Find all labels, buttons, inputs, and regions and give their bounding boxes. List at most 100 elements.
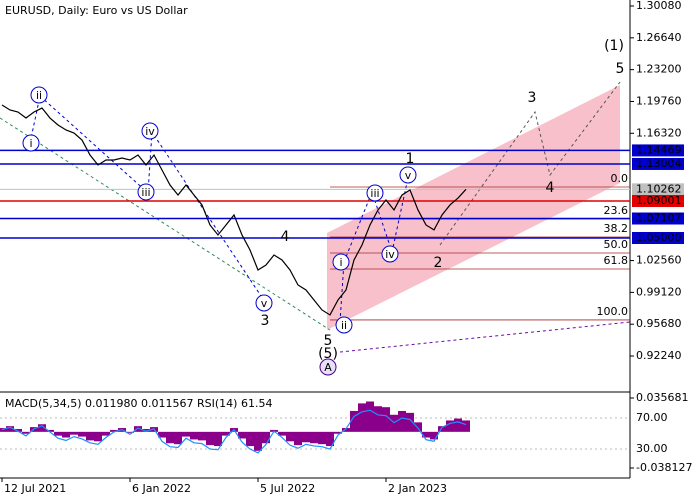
- histogram-bar: [406, 412, 414, 432]
- y-tick-label: 1.16320: [636, 126, 682, 139]
- wave-label: v: [405, 169, 412, 182]
- histogram-bar: [182, 431, 190, 437]
- histogram-bar: [398, 410, 406, 432]
- histogram-bar: [166, 431, 174, 444]
- histogram-bar: [142, 428, 150, 432]
- wave-label: 3: [261, 313, 270, 329]
- histogram-bar: [70, 431, 78, 435]
- wave-marker: [366, 184, 384, 202]
- x-tick-label: 2 Jan 2023: [388, 482, 447, 495]
- histogram-bar: [246, 431, 254, 447]
- wave-label: 2: [434, 255, 443, 271]
- wave-label: 5: [324, 333, 333, 349]
- y-tick-label: 0.035681: [636, 391, 689, 404]
- histogram-bar: [262, 431, 270, 444]
- wave-label: i: [29, 137, 32, 150]
- level-label: 1.07107: [636, 212, 682, 225]
- histogram-bar: [198, 431, 206, 441]
- histogram-bar: [374, 406, 382, 432]
- histogram-bar: [38, 424, 46, 432]
- histogram-bar: [6, 426, 14, 432]
- y-tick-label: 1.30080: [636, 0, 682, 12]
- histogram-bar: [278, 431, 286, 436]
- histogram-bar: [422, 431, 430, 438]
- histogram-bar: [350, 410, 358, 432]
- histogram-bar: [206, 431, 214, 446]
- histogram-bar: [302, 431, 310, 443]
- histogram-bar: [102, 431, 110, 436]
- histogram-bar: [254, 431, 262, 451]
- wave-marker: [332, 253, 350, 271]
- wave-marker: [255, 294, 273, 312]
- histogram-bar: [446, 420, 454, 432]
- histogram-bar: [358, 403, 366, 432]
- wave-label: i: [339, 256, 342, 269]
- wave-line: [339, 321, 631, 353]
- histogram-bar: [342, 428, 350, 432]
- level-tag: [632, 183, 684, 196]
- wave-marker: [30, 86, 48, 104]
- wave-label: A: [324, 361, 332, 374]
- y-tick-label: 0.95680: [636, 317, 682, 330]
- y2-tick-label: 70.00: [636, 411, 668, 424]
- histogram-bar: [46, 429, 54, 432]
- wave-marker: [399, 166, 417, 184]
- x-tick-label: 5 Jul 2022: [260, 482, 315, 495]
- y-tick-label: 0.99120: [636, 285, 682, 298]
- histogram-bar: [78, 431, 86, 437]
- level-tag: [632, 231, 684, 244]
- price-line: [1, 104, 467, 316]
- histogram-bar: [134, 426, 142, 432]
- y-tick-label: -0.038127: [636, 461, 692, 474]
- histogram-bar: [54, 431, 62, 436]
- histogram-bar: [366, 401, 374, 432]
- level-tag: [632, 194, 684, 207]
- y-tick-label: 1.23200: [636, 63, 682, 76]
- histogram-bar: [414, 422, 422, 432]
- wave-label: iii: [141, 186, 150, 199]
- fib-label: 38.2: [604, 222, 629, 235]
- histogram-bar: [318, 431, 326, 445]
- histogram-bar: [126, 431, 134, 433]
- histogram-bar: [462, 420, 470, 432]
- wave-label: 4: [281, 229, 290, 245]
- wave-label: 3: [528, 90, 537, 106]
- wave-marker: [319, 358, 337, 376]
- y-tick-label: 1.26640: [636, 31, 682, 44]
- y-tick-label: 0.92240: [636, 349, 682, 362]
- histogram-bar: [382, 407, 390, 432]
- fib-label: 0.0: [611, 172, 629, 185]
- histogram-bar: [214, 431, 222, 447]
- wave-marker: [22, 134, 40, 152]
- histogram-bar: [86, 431, 94, 441]
- histogram-bar: [294, 431, 302, 446]
- wave-label: ii: [36, 89, 42, 102]
- rsi-line: [1, 409, 467, 454]
- x-tick-label: 6 Jan 2022: [132, 482, 191, 495]
- histogram-bar: [286, 431, 294, 442]
- level-tag: [632, 212, 684, 225]
- histogram-bar: [14, 428, 22, 432]
- wave-line: [0, 117, 331, 331]
- wave-line: [339, 177, 409, 323]
- x-tick-label: 12 Jul 2021: [4, 482, 66, 495]
- fib-label: 50.0: [604, 238, 629, 251]
- level-tag: [632, 157, 684, 170]
- level-label: 1.14469: [636, 143, 682, 156]
- indicator-label: MACD(5,34,5) 0.011980 0.011567 RSI(14) 6…: [5, 397, 272, 410]
- level-label: 1.10262: [636, 182, 682, 195]
- wave-label: (5): [318, 346, 338, 362]
- wave-marker: [141, 122, 159, 140]
- wave-marker: [381, 245, 399, 263]
- histogram-bar: [310, 431, 318, 444]
- y-tick-label: 1.19760: [636, 94, 682, 107]
- wave-label: iv: [385, 248, 395, 261]
- wave-label: 1: [406, 151, 415, 167]
- level-label: 1.09001: [636, 194, 682, 207]
- histogram-bar: [430, 431, 438, 440]
- histogram-bar: [22, 431, 30, 434]
- wave-label: iv: [145, 125, 155, 138]
- level-tag: [632, 144, 684, 157]
- level-label: 1.05000: [636, 231, 682, 244]
